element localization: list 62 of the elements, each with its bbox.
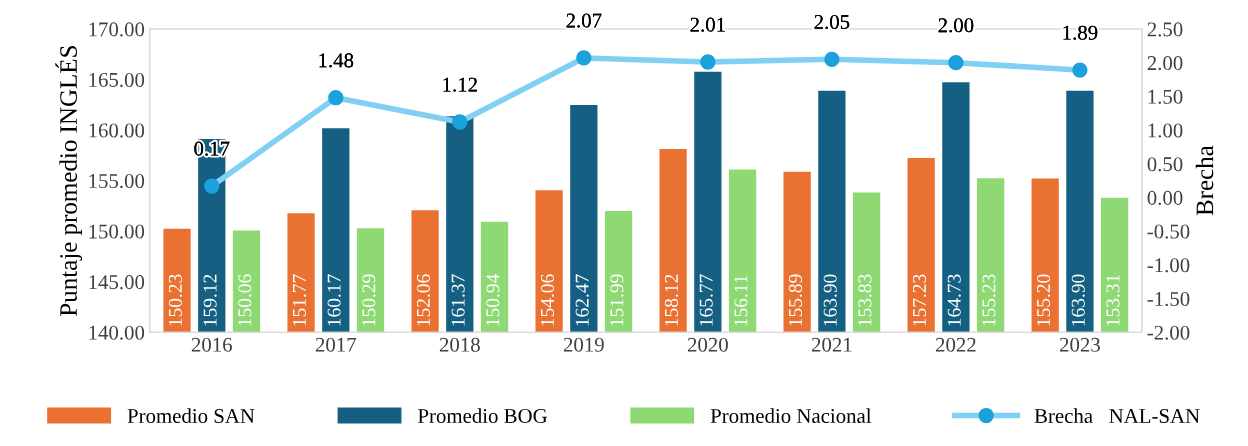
y2-tick-label: -2.00	[1147, 325, 1190, 340]
x-tick-label: 2016	[191, 337, 232, 352]
y-tick-label: 160.00	[89, 123, 145, 138]
x-tick-label: 2023	[1059, 337, 1100, 352]
data-label: 155.23	[982, 274, 996, 326]
legend-label: Promedio SAN	[127, 408, 255, 424]
data-label: 159.12	[203, 274, 217, 326]
data-label: 2.05	[814, 14, 850, 30]
y2-axis-title: Brecha	[1195, 145, 1214, 216]
data-label: 161.37	[451, 274, 465, 326]
data-label: 163.90	[823, 274, 837, 326]
data-label: 165.77	[699, 274, 713, 326]
y2-tick-label: 0.50	[1147, 157, 1183, 172]
y2-tick-label: 1.50	[1148, 89, 1183, 104]
data-label: 154.06	[540, 274, 555, 326]
legend-label: Promedio Nacional	[710, 408, 872, 424]
x-tick-label: 2017	[315, 337, 357, 352]
data-label: 155.20	[1036, 274, 1051, 326]
y2-tick-label: 0.00	[1147, 190, 1183, 205]
data-label: 2.01	[690, 17, 725, 32]
y-tick-label: 140.00	[89, 325, 145, 340]
y2-tick-label: 2.50	[1147, 22, 1183, 37]
data-label: 158.12	[664, 274, 679, 326]
y-tick-label: 145.00	[89, 275, 145, 290]
y2-tick-label: -0.50	[1147, 224, 1190, 239]
y2-tick-label: 2.00	[1147, 56, 1183, 71]
data-label: 157.23	[912, 274, 927, 326]
data-label: 2.07	[566, 13, 602, 28]
data-label: 152.06	[416, 274, 431, 326]
data-label: 2.00	[938, 18, 974, 33]
data-label: 153.83	[858, 274, 872, 326]
data-label: 150.94	[486, 274, 500, 326]
x-tick-label: 2020	[687, 337, 728, 352]
x-tick-label: 2018	[439, 337, 480, 352]
y-tick-label: 170.00	[89, 22, 145, 37]
x-tick-label: 2022	[935, 337, 976, 352]
y-tick-label: 150.00	[89, 224, 145, 239]
data-label: 151.77	[292, 274, 307, 326]
data-label: 150.29	[362, 274, 376, 326]
legend-label: Promedio BOG	[418, 408, 547, 424]
y-axis-title: Puntaje promedio INGLÉS	[55, 46, 83, 316]
y-tick-label: 155.00	[89, 174, 145, 189]
data-label: 164.73	[947, 274, 961, 326]
x-tick-label: 2021	[811, 337, 852, 352]
y-tick-label: 165.00	[89, 72, 145, 88]
data-label: 150.23	[168, 274, 182, 326]
data-label: 163.90	[1071, 274, 1085, 326]
data-label: 155.89	[788, 274, 803, 326]
data-label: 1.89	[1063, 25, 1098, 40]
data-label: 153.31	[1106, 274, 1120, 326]
data-label: 151.99	[610, 274, 624, 326]
y2-tick-label: -1.00	[1147, 258, 1190, 273]
data-label: 156.11	[734, 275, 748, 326]
data-label: 1.12	[443, 77, 477, 92]
y2-tick-label: -1.50	[1147, 291, 1190, 307]
x-tick-label: 2019	[563, 337, 604, 352]
legend-label: Brecha NAL-SAN	[1034, 408, 1200, 424]
data-label: 1.48	[319, 53, 354, 68]
data-label: 150.06	[238, 274, 252, 326]
y2-tick-label: 1.00	[1148, 123, 1183, 138]
data-label: 160.17	[327, 274, 341, 326]
data-label: 162.47	[575, 274, 589, 326]
